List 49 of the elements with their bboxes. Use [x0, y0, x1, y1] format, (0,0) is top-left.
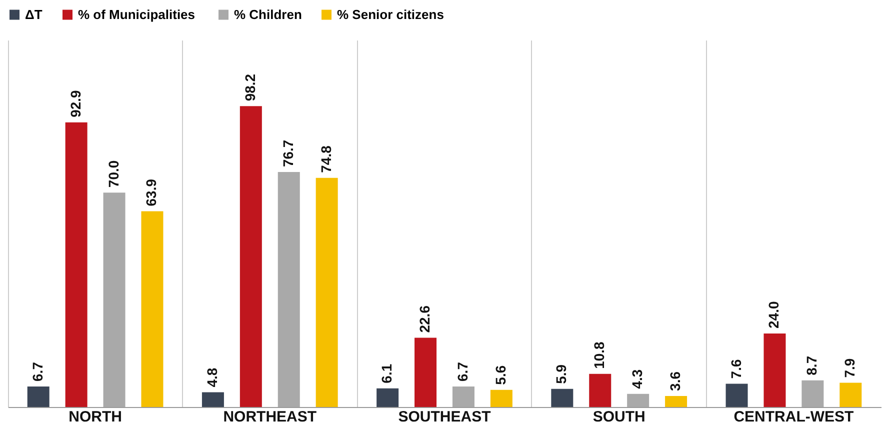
bar [27, 386, 50, 407]
data-label: 24.0 [766, 301, 782, 328]
data-label: 3.6 [667, 371, 684, 391]
x-tick-label: SOUTHEAST [398, 408, 491, 426]
bar [414, 338, 437, 407]
bar [589, 374, 612, 407]
data-label: 7.9 [842, 358, 858, 378]
data-label: 6.7 [29, 362, 46, 382]
data-label: 92.9 [67, 90, 84, 118]
x-tick-label: SOUTH [592, 408, 646, 426]
data-label: 70.0 [105, 160, 122, 188]
bar [65, 122, 88, 407]
data-label: 10.8 [591, 341, 608, 369]
data-label: 63.9 [143, 178, 160, 206]
bar [665, 396, 688, 407]
data-label: 5.6 [492, 365, 508, 385]
bar [141, 211, 164, 407]
bar [490, 390, 512, 407]
bar [627, 394, 650, 407]
legend-label: ΔT [25, 6, 42, 22]
data-label: 8.7 [804, 356, 820, 376]
data-label: 6.1 [378, 364, 395, 384]
legend-label: % of Municipalities [78, 6, 196, 22]
x-tick-label: NORTH [68, 408, 122, 426]
data-label: 4.8 [204, 368, 220, 388]
bar [452, 386, 474, 407]
bar [802, 380, 824, 407]
bar [551, 388, 574, 407]
bar [840, 382, 862, 407]
data-label: 74.8 [318, 145, 334, 173]
x-tick-label: CENTRAL-WEST [734, 408, 854, 426]
x-tick-label: NORTHEAST [223, 408, 317, 426]
bar [103, 192, 126, 407]
bar [278, 172, 300, 407]
data-label: 6.7 [454, 362, 470, 382]
data-label: 4.3 [629, 369, 646, 389]
legend-label: % Children [234, 6, 302, 22]
data-label: 7.6 [728, 359, 744, 379]
data-label: 98.2 [242, 74, 258, 102]
bar [202, 392, 224, 407]
data-label: 5.9 [553, 364, 570, 384]
bar [726, 384, 748, 407]
bar [764, 333, 786, 407]
data-label: 76.7 [280, 140, 296, 168]
bar [240, 106, 262, 407]
bar [376, 388, 399, 407]
data-label: 22.6 [416, 305, 433, 333]
bar [316, 178, 338, 407]
legend-label: % Senior citizens [337, 6, 444, 22]
